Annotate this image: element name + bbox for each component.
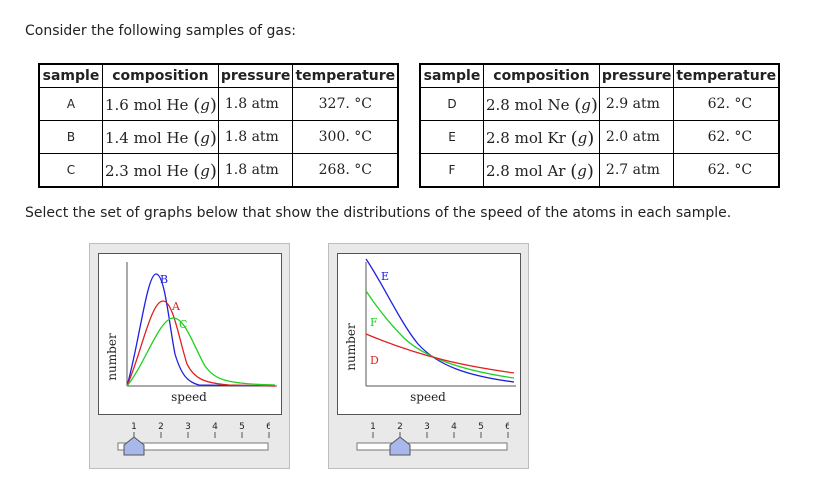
table-row: D 2.8 mol Ne (g) 2.9 atm 62. °C [419, 87, 780, 121]
slider-tick-label: 5 [478, 422, 484, 432]
slider-track[interactable] [117, 442, 269, 451]
graph-panel-2[interactable]: number E F D speed 1 2 3 4 5 6 [328, 243, 529, 469]
distribution-graph-1: number B A C speed [105, 262, 277, 404]
header-pressure: pressure [598, 63, 675, 88]
header-temperature: temperature [673, 63, 780, 88]
curve-label-e: E [381, 270, 389, 283]
header-pressure: pressure [217, 63, 294, 88]
slider-thumb[interactable] [123, 436, 145, 456]
temperature-cell: 62. °C [673, 153, 780, 188]
composition-cell: 2.8 mol Ne (g) [483, 87, 600, 121]
table-row: F 2.8 mol Ar (g) 2.7 atm 62. °C [419, 153, 780, 188]
pressure-cell: 2.9 atm [598, 87, 675, 121]
distribution-plot-1: number B A C speed [98, 253, 282, 415]
temperature-cell: 268. °C [292, 153, 399, 188]
pressure-cell: 1.8 atm [217, 120, 294, 154]
composition-cell: 1.6 mol He (g) [102, 87, 219, 121]
slider-tick-label: 3 [185, 422, 191, 432]
curve-b [126, 273, 276, 387]
curve-a [126, 300, 276, 387]
y-axis-label: number [344, 323, 358, 371]
pressure-cell: 2.7 atm [598, 153, 675, 188]
slider-tick-label: 1 [131, 422, 137, 432]
curve-label-b: B [160, 273, 168, 286]
slider-tick-label: 3 [424, 422, 430, 432]
table-row: C 2.3 mol He (g) 1.8 atm 268. °C [38, 153, 399, 188]
composition-cell: 2.8 mol Kr (g) [483, 120, 600, 154]
curve-label-d: D [370, 354, 379, 367]
slider-tick-label: 1 [370, 422, 376, 432]
header-sample: sample [419, 63, 484, 88]
samples-table-2: sample composition pressure temperature … [419, 63, 781, 188]
curve-label-c: C [179, 318, 187, 331]
curve-label-f: F [370, 316, 378, 329]
sample-label: C [38, 153, 103, 188]
table-row: E 2.8 mol Kr (g) 2.0 atm 62. °C [419, 120, 780, 154]
curve-d [365, 333, 515, 374]
temperature-cell: 327. °C [292, 87, 399, 121]
slider-tick-label: 2 [397, 422, 403, 432]
sample-label: A [38, 87, 103, 121]
header-composition: composition [102, 63, 219, 88]
temperature-cell: 300. °C [292, 120, 399, 154]
instruction-text: Select the set of graphs below that show… [25, 205, 732, 221]
temperature-cell: 62. °C [673, 87, 780, 121]
samples-table-1: sample composition pressure temperature … [38, 63, 400, 188]
slider-1[interactable]: 1 2 3 4 5 6 [100, 419, 270, 467]
sample-label: B [38, 120, 103, 154]
sample-label: D [419, 87, 484, 121]
header-composition: composition [483, 63, 600, 88]
composition-cell: 2.8 mol Ar (g) [483, 153, 600, 188]
table-row: B 1.4 mol He (g) 1.8 atm 300. °C [38, 120, 399, 154]
slider-tick-label: 2 [158, 422, 164, 432]
header-temperature: temperature [292, 63, 399, 88]
curve-label-a: A [171, 300, 181, 313]
graph-panel-1[interactable]: number B A C speed 1 2 3 4 5 6 [89, 243, 290, 469]
sample-label: E [419, 120, 484, 154]
slider-track[interactable] [356, 442, 508, 451]
pressure-cell: 1.8 atm [217, 87, 294, 121]
composition-cell: 1.4 mol He (g) [102, 120, 219, 154]
slider-tick-label: 6 [266, 422, 270, 432]
pressure-cell: 2.0 atm [598, 120, 675, 154]
x-axis-label: speed [171, 390, 207, 404]
pressure-cell: 1.8 atm [217, 153, 294, 188]
sample-label: F [419, 153, 484, 188]
slider-tick-marks [372, 432, 509, 438]
slider-tick-label: 4 [212, 422, 218, 432]
table-row: A 1.6 mol He (g) 1.8 atm 327. °C [38, 87, 399, 121]
slider-tick-label: 4 [451, 422, 457, 432]
curve-c [126, 317, 276, 387]
x-axis-label: speed [410, 390, 446, 404]
slider-2[interactable]: 1 2 3 4 5 6 [339, 419, 509, 467]
distribution-graph-2: number E F D speed [344, 258, 516, 404]
slider-tick-label: 6 [505, 422, 509, 432]
header-sample: sample [38, 63, 103, 88]
slider-tick-label: 5 [239, 422, 245, 432]
slider-tick-marks [133, 432, 270, 438]
y-axis-label: number [105, 333, 119, 381]
temperature-cell: 62. °C [673, 120, 780, 154]
slider-thumb[interactable] [389, 436, 411, 456]
curve-f [365, 290, 515, 379]
distribution-plot-2: number E F D speed [337, 253, 521, 415]
curve-e [365, 258, 515, 383]
composition-cell: 2.3 mol He (g) [102, 153, 219, 188]
intro-text: Consider the following samples of gas: [25, 23, 296, 39]
